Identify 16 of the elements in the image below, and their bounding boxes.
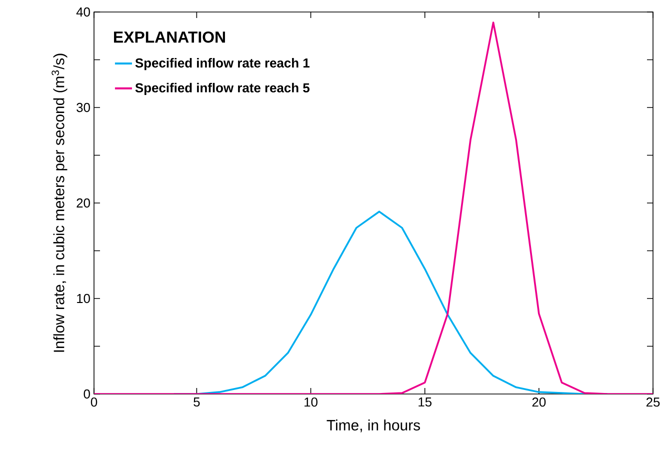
y-tick-label: 30 bbox=[76, 102, 90, 112]
y-axis-title: Inflow rate, in cubic meters per second (m$^{3}$/s) bbox=[52, 54, 68, 352]
x-tick-label: 25 bbox=[646, 398, 660, 407]
x-tick-label: 10 bbox=[304, 398, 318, 407]
x-tick-label: 5 bbox=[194, 398, 200, 407]
y-tick-label: 40 bbox=[76, 7, 90, 17]
x-axis-title: Time, in hours bbox=[326, 420, 420, 432]
y-tick-label: 10 bbox=[77, 294, 90, 304]
legend-title: EXPLANATION bbox=[114, 31, 225, 43]
legend-label: Specified inflow rate reach 5 bbox=[135, 82, 310, 95]
y-tick-label: 20 bbox=[76, 198, 90, 208]
legend-label: Specified inflow rate reach 1 bbox=[135, 58, 310, 70]
x-tick-label: 15 bbox=[418, 398, 432, 407]
x-tick-label: 20 bbox=[532, 398, 546, 407]
y-tick-label: 0 bbox=[84, 389, 90, 399]
x-tick-label: 0 bbox=[90, 398, 98, 407]
